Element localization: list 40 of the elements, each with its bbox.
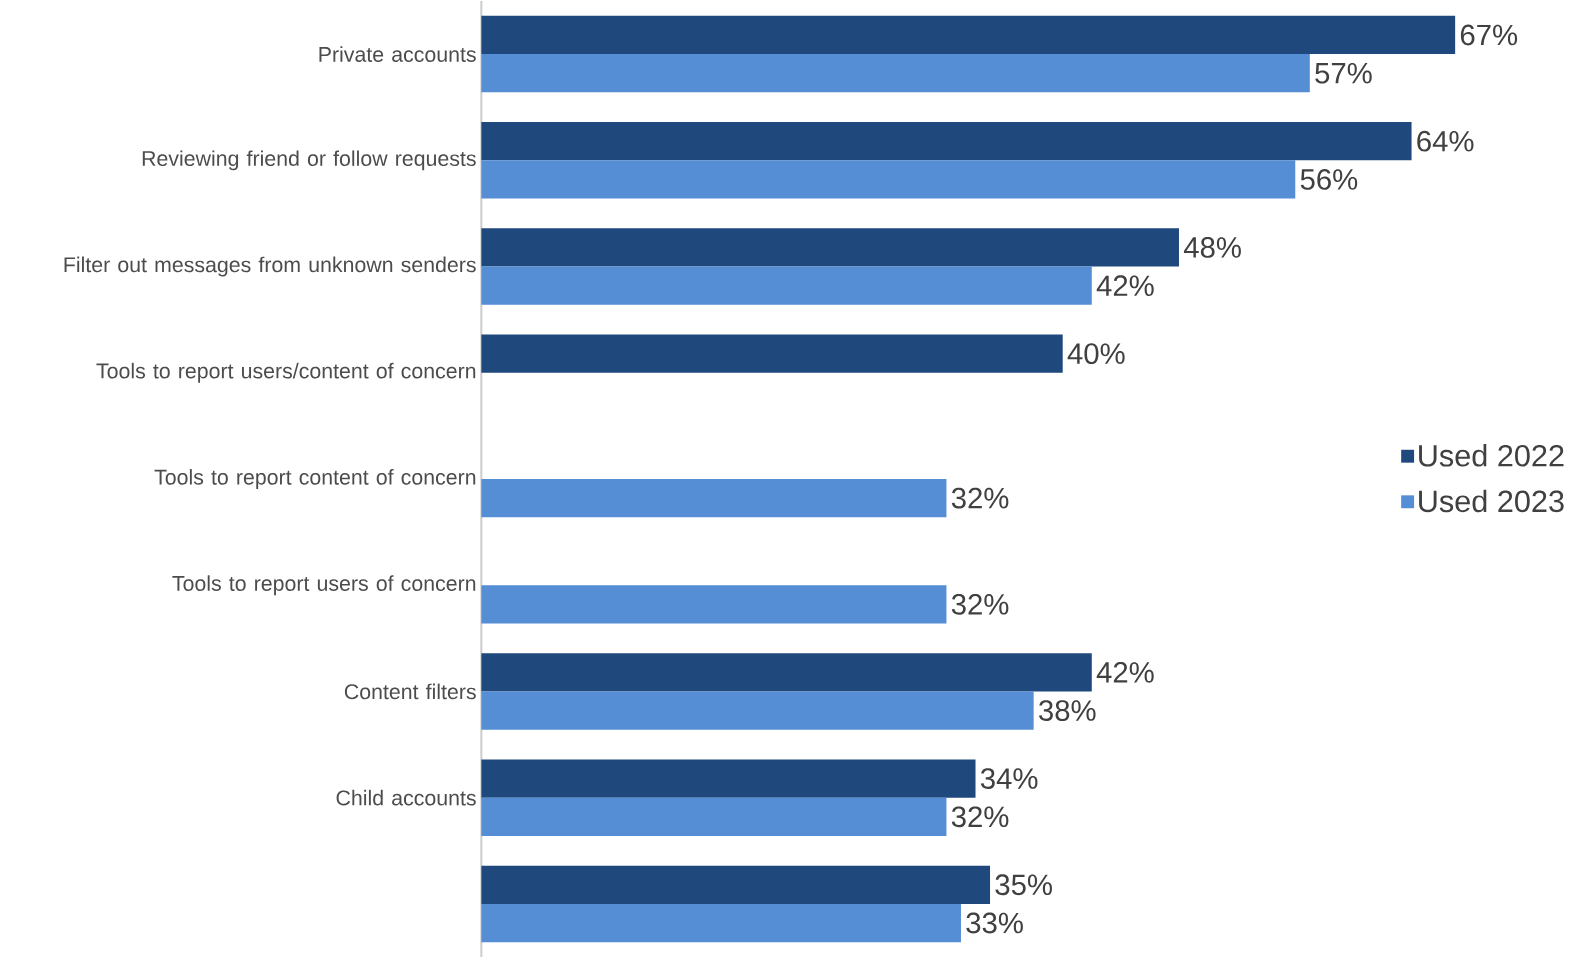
bar: [481, 585, 947, 624]
bar: [481, 903, 961, 943]
y-tick-label: Child accounts: [336, 789, 476, 806]
bar: [481, 691, 1034, 730]
data-label: 33%: [966, 912, 1023, 934]
data-label: 42%: [1096, 275, 1154, 296]
bar: [481, 54, 1310, 93]
bar: [481, 266, 1092, 305]
data-label: 67%: [1460, 24, 1518, 46]
data-label: 56%: [1300, 169, 1358, 190]
bar: [481, 15, 1456, 55]
legend-label: Used 2022: [1419, 444, 1564, 467]
data-label: 57%: [1315, 62, 1372, 84]
data-label: 42%: [1096, 661, 1154, 683]
bar: [481, 653, 1092, 692]
data-label: 32%: [951, 806, 1009, 828]
legend-label: Used 2023: [1419, 489, 1564, 513]
bar: [481, 797, 947, 836]
bar: [481, 122, 1412, 161]
data-label: 48%: [1183, 237, 1241, 258]
y-tick-label: Reviewing friend or follow requests: [142, 150, 476, 171]
y-tick-label: Tools to report content of concern: [154, 469, 476, 489]
y-tick-label: Tools to report users/content of concern: [96, 362, 476, 383]
bar: [481, 334, 1063, 373]
bar: [481, 479, 947, 518]
data-label: 34%: [980, 768, 1038, 789]
y-tick-label: Filter out messages from unknown senders: [64, 256, 476, 277]
data-label: 32%: [951, 487, 1009, 509]
data-label: 38%: [1039, 700, 1096, 721]
y-tick-label: Tools to report users of concern: [172, 575, 476, 596]
bar: [481, 160, 1296, 199]
data-label: 64%: [1417, 130, 1474, 152]
data-label: 35%: [995, 874, 1052, 896]
bar: [481, 865, 991, 904]
y-tick-label: Private accounts: [319, 46, 476, 62]
bar: [481, 759, 976, 798]
data-label: 32%: [951, 593, 1009, 615]
y-tick-label: Content filters: [344, 683, 476, 700]
bar: [481, 228, 1179, 267]
data-label: 40%: [1067, 343, 1125, 365]
